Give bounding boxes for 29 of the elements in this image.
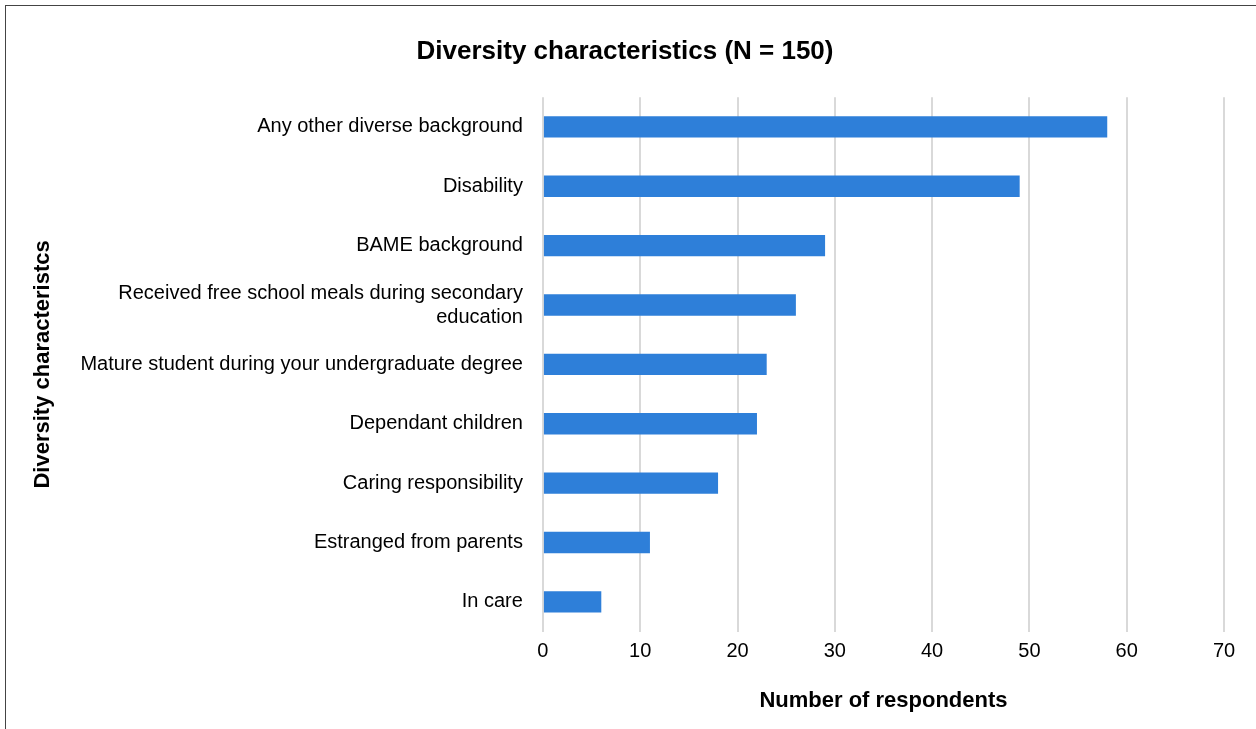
chart-title: Diversity characteristics (N = 150) bbox=[416, 34, 834, 65]
y-tick-label: Received free school meals during secondary education bbox=[118, 280, 523, 327]
x-tick-label: 40 bbox=[920, 639, 944, 662]
y-tick-label: Dependant children bbox=[349, 411, 523, 434]
x-tick-label: 50 bbox=[1018, 639, 1041, 662]
x-tick-label: 10 bbox=[629, 639, 652, 662]
x-tick-label: 30 bbox=[823, 639, 846, 662]
y-axis-title: Diversity characteristcs bbox=[29, 240, 55, 489]
bar bbox=[543, 591, 602, 613]
bar bbox=[543, 531, 650, 554]
y-tick-label: Mature student during your undergraduate degree bbox=[80, 351, 523, 374]
bar bbox=[543, 294, 796, 316]
bar bbox=[543, 472, 719, 494]
bar bbox=[543, 413, 757, 435]
y-tick-label: Disability bbox=[442, 173, 523, 196]
y-tick-label: Caring responsibility bbox=[342, 470, 523, 493]
y-tick-label: BAME background bbox=[356, 233, 523, 256]
bar bbox=[543, 353, 767, 376]
y-tick-label: Any other diverse background bbox=[257, 114, 523, 137]
x-tick-label: 0 bbox=[537, 639, 549, 662]
bar bbox=[543, 234, 826, 257]
y-tick-label: In care bbox=[461, 589, 523, 612]
x-axis-title: Number of respondents bbox=[759, 686, 1008, 712]
bar bbox=[543, 116, 1108, 138]
x-tick-label: 70 bbox=[1212, 639, 1236, 662]
bar bbox=[543, 175, 1020, 197]
x-tick-label: 60 bbox=[1115, 639, 1138, 662]
y-tick-label: Estranged from parents bbox=[313, 530, 523, 553]
x-tick-label: 20 bbox=[726, 639, 749, 662]
